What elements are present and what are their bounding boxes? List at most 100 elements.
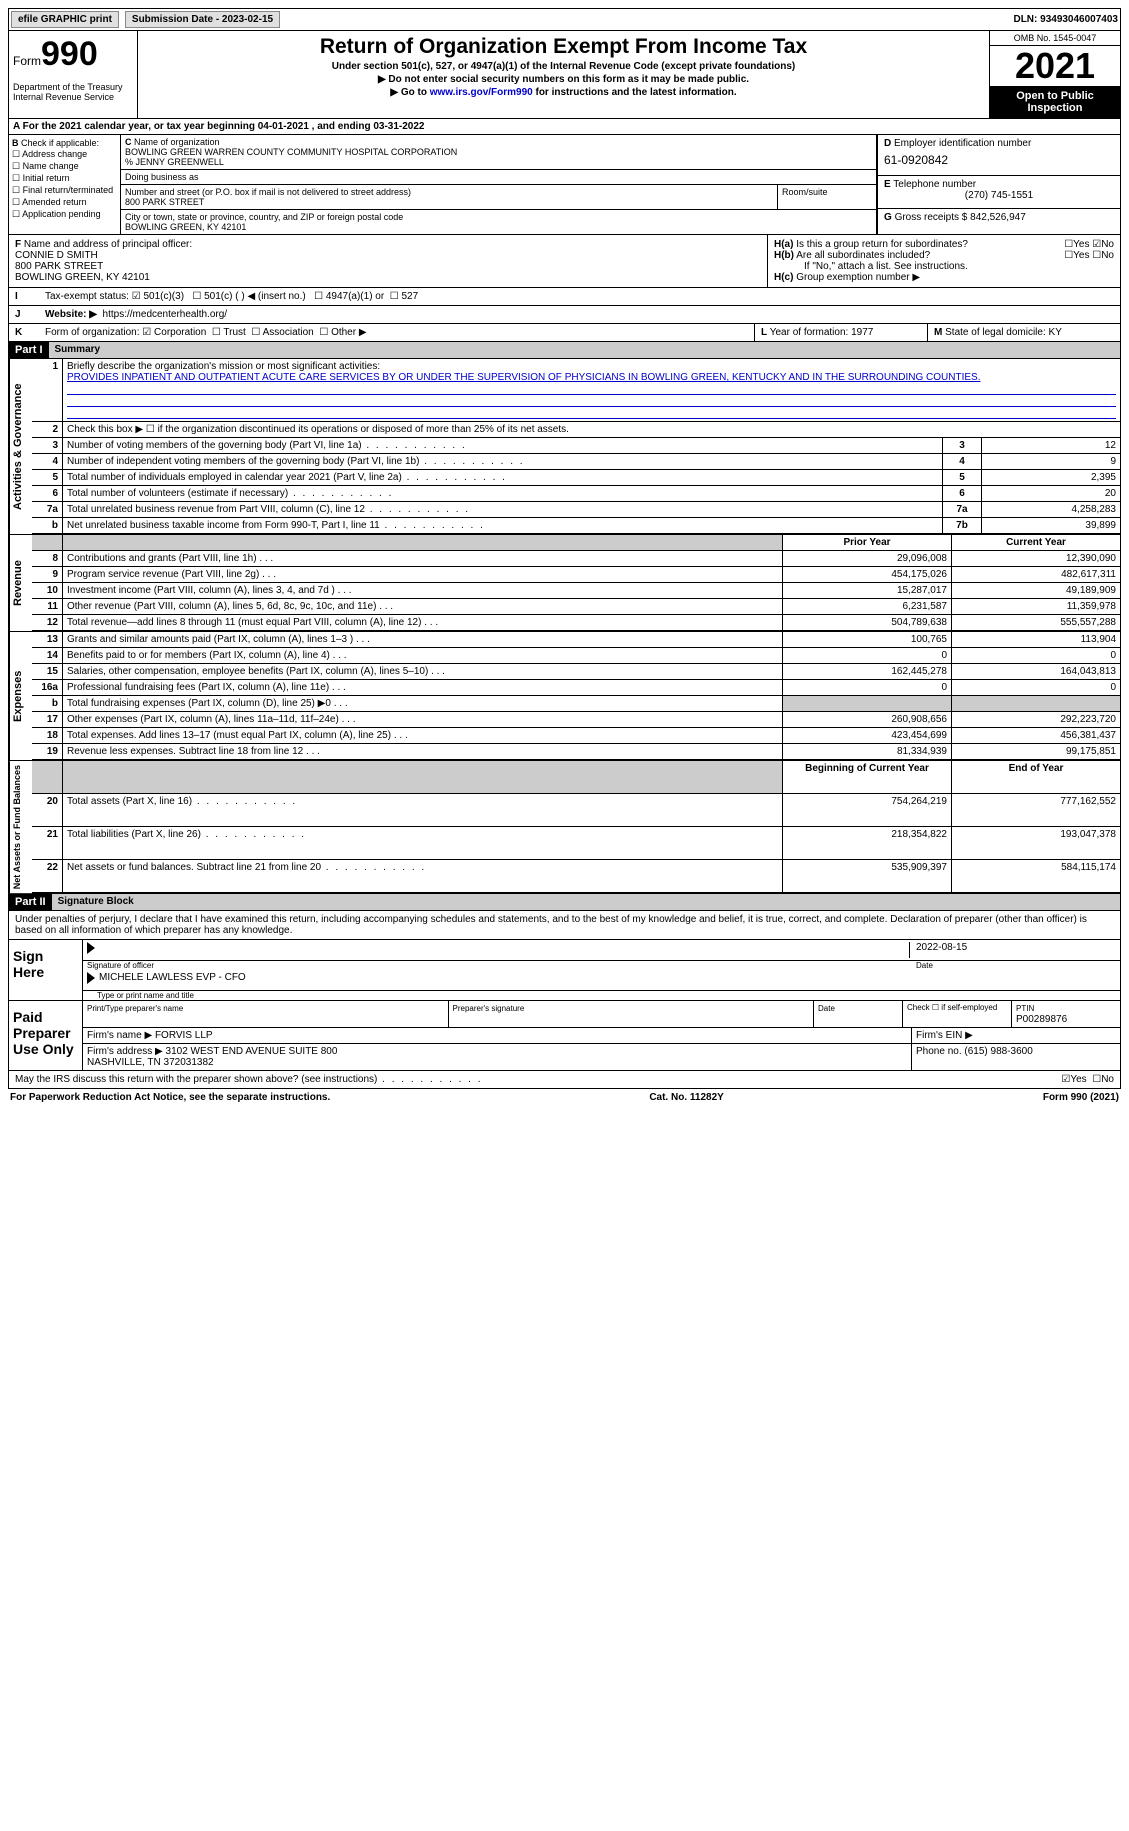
chk-name-change[interactable]: ☐ Name change — [12, 161, 117, 172]
line-17-current: 292,223,720 — [952, 712, 1121, 728]
prep-date-label: Date — [818, 1004, 835, 1013]
line-9-prior: 454,175,026 — [783, 567, 952, 583]
line-15-text: Salaries, other compensation, employee b… — [63, 664, 783, 680]
form-word: Form — [13, 54, 41, 68]
line-22-end: 584,115,174 — [952, 859, 1121, 892]
line-4-val: 9 — [982, 454, 1121, 470]
footer-left: For Paperwork Reduction Act Notice, see … — [10, 1092, 330, 1103]
line-16a-prior: 0 — [783, 680, 952, 696]
name-title-label: Type or print name and title — [83, 991, 1120, 1000]
line-b-text: Total fundraising expenses (Part IX, col… — [63, 696, 783, 712]
chk-other[interactable]: ☐ Other ▶ — [319, 327, 366, 338]
l-label: Year of formation: — [770, 327, 849, 338]
line-7a-val: 4,258,283 — [982, 502, 1121, 518]
check-applicable-label: Check if applicable: — [21, 138, 99, 148]
ptin-label: PTIN — [1016, 1004, 1034, 1013]
firm-addr-label: Firm's address ▶ — [87, 1046, 163, 1057]
tax-exempt-status: Tax-exempt status: ☑ 501(c)(3) ☐ 501(c) … — [39, 288, 1120, 305]
line-17-prior: 260,908,656 — [783, 712, 952, 728]
line-15-prior: 162,445,278 — [783, 664, 952, 680]
phone-label: Telephone number — [893, 179, 976, 190]
line-19-current: 99,175,851 — [952, 744, 1121, 760]
line-17-text: Other expenses (Part IX, column (A), lin… — [63, 712, 783, 728]
check-self-employed[interactable]: Check ☐ if self-employed — [903, 1001, 1012, 1027]
line-20-begin: 754,264,219 — [783, 793, 952, 826]
officer: CONNIE D SMITH 800 PARK STREET BOWLING G… — [15, 250, 150, 283]
col-f: F Name and address of principal officer:… — [9, 235, 768, 287]
line-7b-text: Net unrelated business taxable income fr… — [63, 518, 943, 534]
subtitle-2: Do not enter social security numbers on … — [144, 74, 983, 85]
line-18-prior: 423,454,699 — [783, 728, 952, 744]
line-14-current: 0 — [952, 648, 1121, 664]
chk-501c[interactable]: ☐ 501(c) ( ) ◀ (insert no.) — [192, 291, 305, 302]
tax-year: 2021 — [990, 46, 1120, 86]
line-5-text: Total number of individuals employed in … — [63, 470, 943, 486]
vtab-activities: Activities & Governance — [9, 359, 32, 534]
chk-trust[interactable]: ☐ Trust — [212, 327, 246, 338]
line-8-text: Contributions and grants (Part VIII, lin… — [63, 551, 783, 567]
prep-name-label: Print/Type preparer's name — [87, 1004, 183, 1013]
firm-name-label: Firm's name ▶ — [87, 1030, 152, 1041]
year-box: OMB No. 1545-0047 2021 Open to Public In… — [989, 31, 1120, 118]
line-20-end: 777,162,552 — [952, 793, 1121, 826]
line-10-prior: 15,287,017 — [783, 583, 952, 599]
part1-header: Part I — [9, 342, 49, 358]
chk-assoc[interactable]: ☐ Association — [251, 327, 313, 338]
city-label: City or town, state or province, country… — [125, 212, 403, 222]
gross: 842,526,947 — [970, 212, 1026, 223]
line-11-current: 11,359,978 — [952, 599, 1121, 615]
firm-phone: (615) 988-3600 — [964, 1046, 1032, 1057]
vtab-expenses: Expenses — [9, 632, 32, 760]
sig-date: 2022-08-15 — [909, 942, 1116, 958]
website-link[interactable]: https://medcenterhealth.org/ — [103, 309, 228, 320]
ptin: P00289876 — [1016, 1014, 1067, 1025]
street: 800 PARK STREET — [125, 197, 204, 207]
line-22-text: Net assets or fund balances. Subtract li… — [63, 859, 783, 892]
footer-mid: Cat. No. 11282Y — [649, 1092, 723, 1103]
chk-527[interactable]: ☐ 527 — [390, 291, 418, 302]
chk-initial-return[interactable]: ☐ Initial return — [12, 173, 117, 184]
line-14-text: Benefits paid to or for members (Part IX… — [63, 648, 783, 664]
line-16a-current: 0 — [952, 680, 1121, 696]
line-9-text: Program service revenue (Part VIII, line… — [63, 567, 783, 583]
ein: 61-0920842 — [884, 153, 1114, 167]
line-12-current: 555,557,288 — [952, 615, 1121, 631]
vtab-netassets: Net Assets or Fund Balances — [9, 761, 32, 893]
part2-title: Signature Block — [52, 894, 1120, 910]
chk-address-change[interactable]: ☐ Address change — [12, 149, 117, 160]
may-irs-yes[interactable]: ☑Yes — [1061, 1074, 1086, 1085]
chk-corp[interactable]: ☑ Corporation — [142, 327, 206, 338]
may-irs-discuss: May the IRS discuss this return with the… — [15, 1074, 1061, 1085]
line-9-current: 482,617,311 — [952, 567, 1121, 583]
top-bar: efile GRAPHIC print Submission Date - 20… — [8, 8, 1121, 31]
open-to-public: Open to Public Inspection — [990, 86, 1120, 118]
paid-preparer-label: Paid Preparer Use Only — [9, 1001, 83, 1070]
part2-header: Part II — [9, 894, 52, 910]
submission-date-button[interactable]: Submission Date - 2023-02-15 — [125, 11, 280, 28]
j-label: Website: ▶ — [45, 309, 97, 320]
main-title: Return of Organization Exempt From Incom… — [144, 35, 983, 59]
efile-print-button[interactable]: efile GRAPHIC print — [11, 11, 119, 28]
line-20-text: Total assets (Part X, line 16) — [63, 793, 783, 826]
irs-link[interactable]: www.irs.gov/Form990 — [430, 87, 533, 98]
line-19-text: Revenue less expenses. Subtract line 18 … — [63, 744, 783, 760]
may-irs-no[interactable]: ☐No — [1092, 1074, 1114, 1085]
chk-501c3[interactable]: ☑ 501(c)(3) — [132, 291, 184, 302]
form-id-block: Form990 Department of the Treasury Inter… — [9, 31, 138, 118]
date-label: Date — [916, 961, 1116, 970]
firm-ein-label: Firm's EIN ▶ — [916, 1030, 973, 1041]
chk-final-return[interactable]: ☐ Final return/terminated — [12, 185, 117, 196]
line-12-prior: 504,789,638 — [783, 615, 952, 631]
chk-amended-return[interactable]: ☐ Amended return — [12, 197, 117, 208]
line-11-prior: 6,231,587 — [783, 599, 952, 615]
line-12-text: Total revenue—add lines 8 through 11 (mu… — [63, 615, 783, 631]
chk-4947[interactable]: ☐ 4947(a)(1) or — [314, 291, 384, 302]
room-label: Room/suite — [782, 187, 828, 197]
dln: DLN: 93493046007403 — [1013, 14, 1118, 25]
line-13-text: Grants and similar amounts paid (Part IX… — [63, 632, 783, 648]
chk-application-pending[interactable]: ☐ Application pending — [12, 209, 117, 220]
line-7a-text: Total unrelated business revenue from Pa… — [63, 502, 943, 518]
line2: Check this box ▶ ☐ if the organization d… — [63, 422, 1121, 438]
gross-label: Gross receipts $ — [895, 212, 968, 223]
line-7b-val: 39,899 — [982, 518, 1121, 534]
